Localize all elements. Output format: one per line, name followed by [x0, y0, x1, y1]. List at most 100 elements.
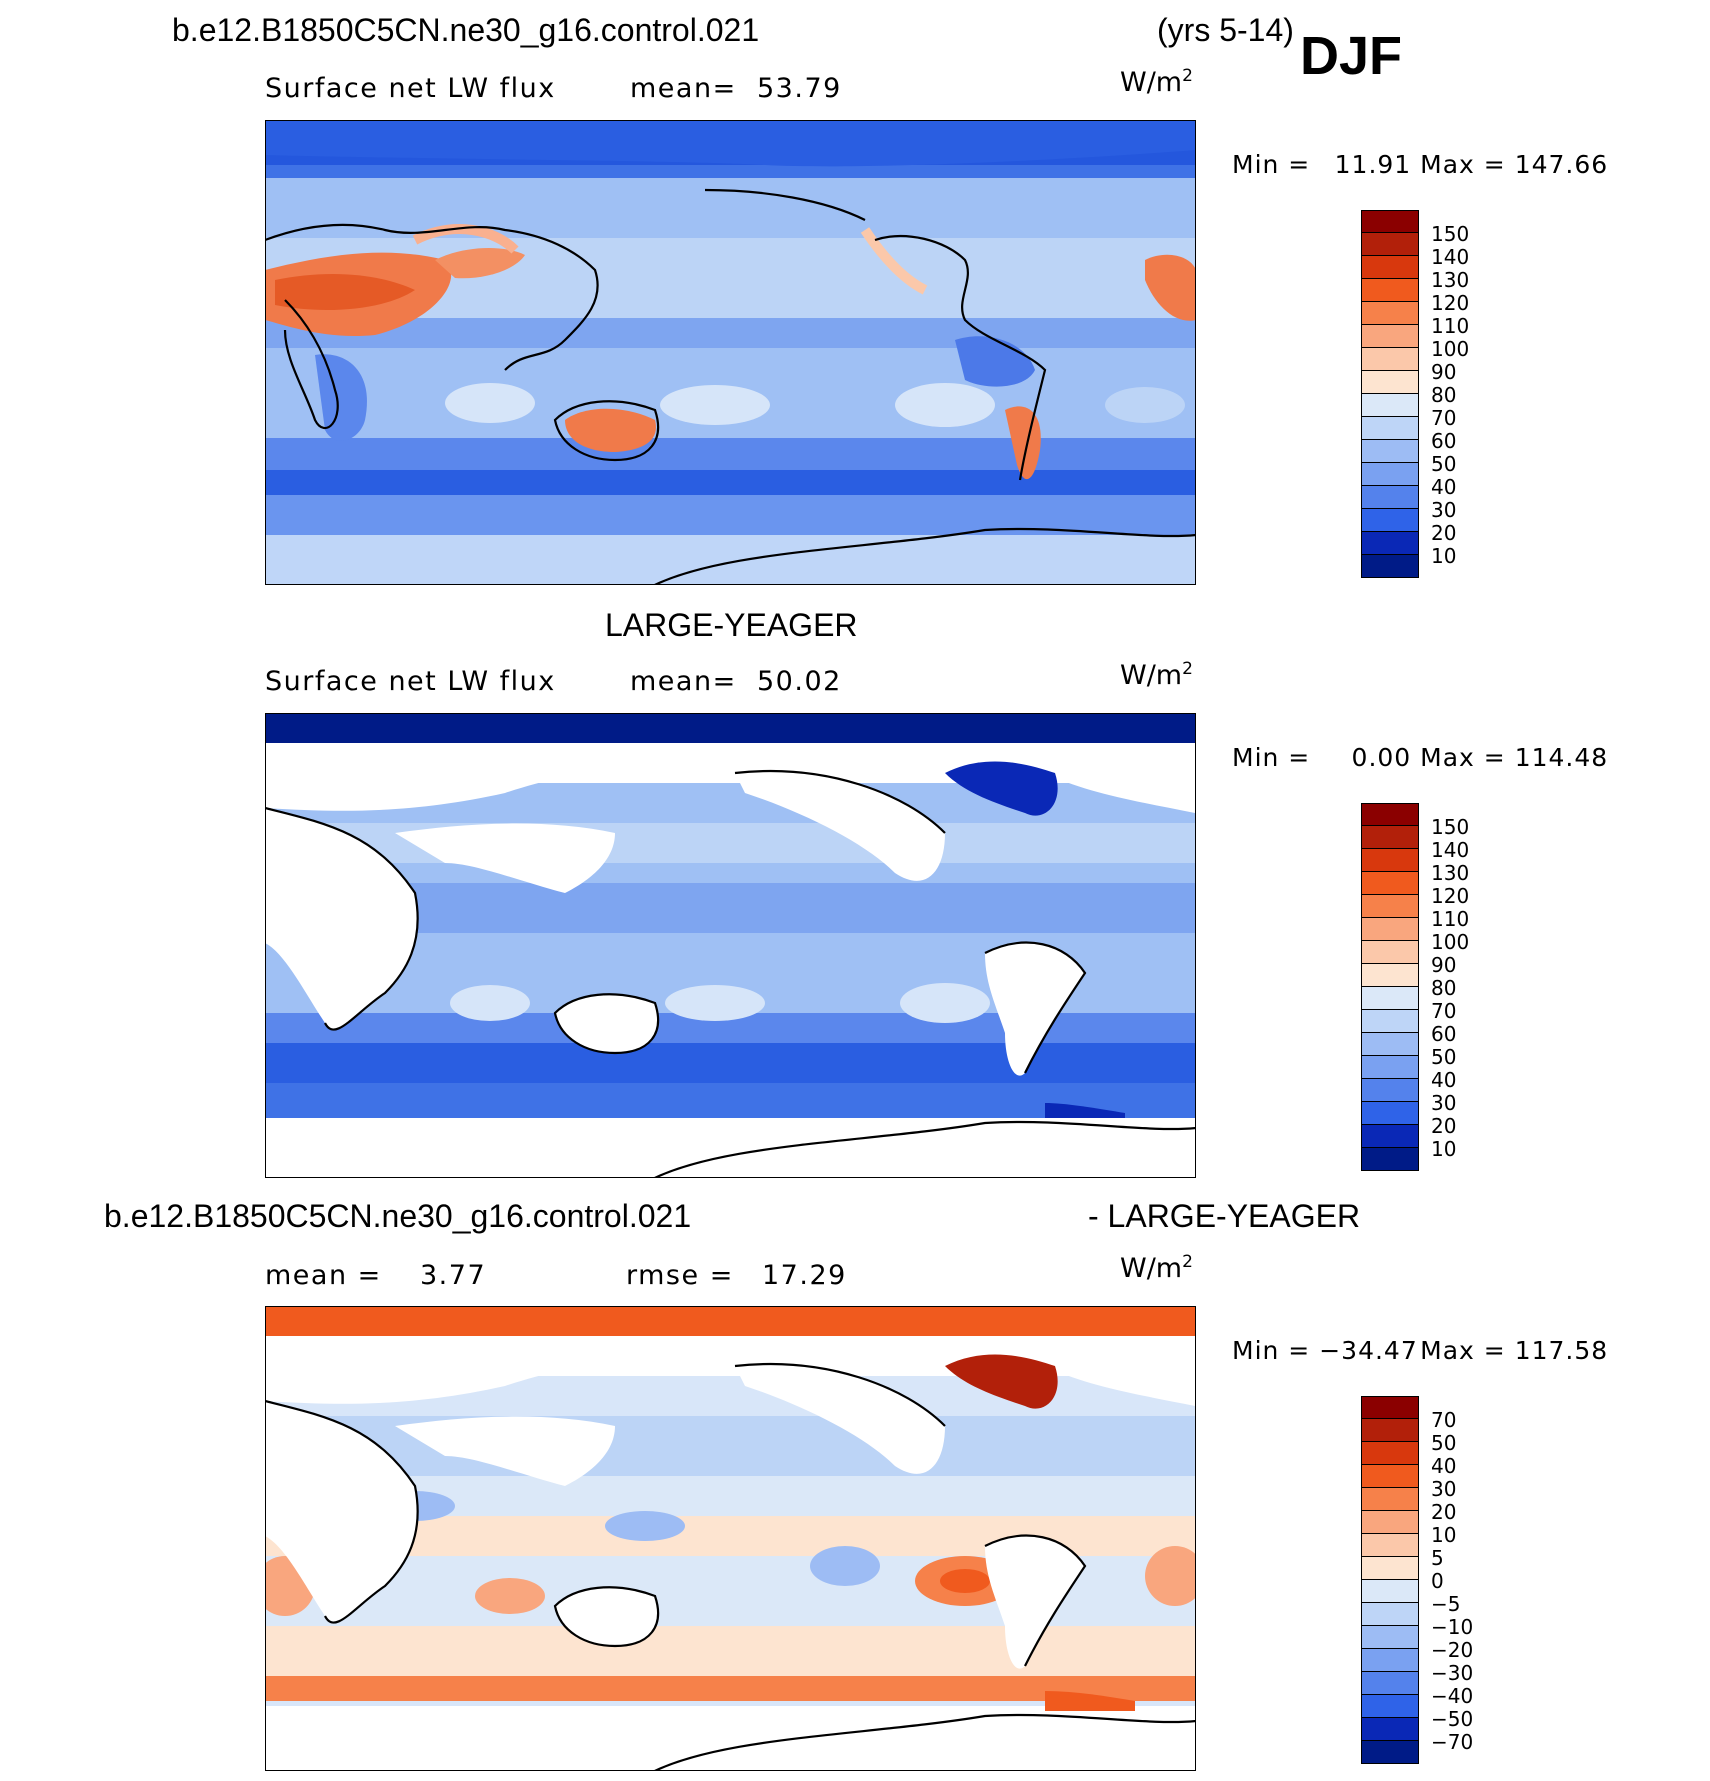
case-name-title: b.e12.B1850C5CN.ne30_g16.control.021 [172, 12, 760, 48]
panel2-swatch [1362, 1148, 1418, 1170]
panel1-cb-label: 50 [1431, 452, 1457, 476]
panel3-swatch [1362, 1465, 1418, 1488]
panel3-units: W/m2 [1120, 1252, 1193, 1284]
panel1-swatch [1362, 555, 1418, 577]
panel3-rmse-value: 17.29 [762, 1260, 847, 1291]
panel3-cb-label: 70 [1431, 1408, 1457, 1432]
panel2-cb-label: 140 [1431, 838, 1470, 862]
panel3-swatch [1362, 1488, 1418, 1511]
panel2-swatch [1362, 1125, 1418, 1148]
panel1-mean-label: mean= [630, 73, 737, 104]
panel3-cb-label: 0 [1431, 1569, 1444, 1593]
panel2-swatch [1362, 849, 1418, 872]
panel2-cb-label: 70 [1431, 999, 1457, 1023]
panel3-mean-value: 3.77 [420, 1260, 487, 1291]
season-label: DJF [1300, 26, 1403, 86]
panel3-title-left: b.e12.B1850C5CN.ne30_g16.control.021 [104, 1198, 692, 1234]
panel2-max-label: Max = [1420, 743, 1506, 772]
panel1-swatch [1362, 279, 1418, 302]
panel3-min-label: Min = [1232, 1336, 1311, 1365]
panel2-mean-label: mean= [630, 666, 737, 697]
panel2-cb-label: 30 [1431, 1091, 1457, 1115]
panel2-swatch [1362, 1102, 1418, 1125]
panel3-cb-label: 20 [1431, 1500, 1457, 1524]
panel1-swatch [1362, 211, 1418, 233]
panel1-swatch [1362, 440, 1418, 463]
panel2-swatch [1362, 1079, 1418, 1102]
panel2-swatch [1362, 918, 1418, 941]
panel3-rmse-label: rmse = [626, 1260, 734, 1291]
panel2-swatch [1362, 964, 1418, 987]
panel3-swatch [1362, 1534, 1418, 1557]
panel3-map [265, 1306, 1196, 1771]
panel2-min-label: Min = [1232, 743, 1311, 772]
panel3-swatch [1362, 1603, 1418, 1626]
panel2-cb-label: 10 [1431, 1137, 1457, 1161]
panel3-cb-label: −20 [1431, 1638, 1474, 1662]
panel2-swatch [1362, 1056, 1418, 1079]
panel2-cb-label: 150 [1431, 815, 1470, 839]
panel3-cb-label: 30 [1431, 1477, 1457, 1501]
panel1-swatch [1362, 486, 1418, 509]
panel3-cb-label: 10 [1431, 1523, 1457, 1547]
panel1-minmax: Min = 11.91 Max = 147.66 [1232, 150, 1608, 179]
panel1-cb-label: 110 [1431, 314, 1470, 338]
panel2-minmax: Min = 0.00 Max = 114.48 [1232, 743, 1608, 772]
panel1-swatch [1362, 233, 1418, 256]
panel3-title-right: - LARGE-YEAGER [1088, 1198, 1361, 1234]
panel3-swatch [1362, 1718, 1418, 1741]
panel1-units: W/m2 [1120, 66, 1193, 98]
panel1-swatch [1362, 371, 1418, 394]
panel1-mean-value: 53.79 [757, 73, 842, 104]
panel3-swatch [1362, 1649, 1418, 1672]
panel3-cb-label: 40 [1431, 1454, 1457, 1478]
panel1-cb-label: 90 [1431, 360, 1457, 384]
panel1-cb-label: 70 [1431, 406, 1457, 430]
panel3-swatch [1362, 1695, 1418, 1718]
panel2-title: LARGE-YEAGER [605, 607, 858, 643]
panel3-swatch [1362, 1511, 1418, 1534]
panel1-cb-label: 30 [1431, 498, 1457, 522]
panel3-swatch [1362, 1419, 1418, 1442]
panel2-colorbar [1361, 803, 1419, 1171]
panel3-swatch [1362, 1672, 1418, 1695]
panel3-cb-label: 5 [1431, 1546, 1444, 1570]
panel3-cb-label: 50 [1431, 1431, 1457, 1455]
panel1-cb-label: 20 [1431, 521, 1457, 545]
panel1-map [265, 120, 1196, 585]
panel3-swatch [1362, 1397, 1418, 1419]
panel2-swatch [1362, 804, 1418, 826]
panel1-swatch [1362, 325, 1418, 348]
panel1-cb-label: 40 [1431, 475, 1457, 499]
panel2-cb-label: 60 [1431, 1022, 1457, 1046]
panel1-swatch [1362, 302, 1418, 325]
panel1-cb-label: 140 [1431, 245, 1470, 269]
panel3-cb-label: −30 [1431, 1661, 1474, 1685]
panel3-cb-label: −10 [1431, 1615, 1474, 1639]
panel3-max-label: Max = [1420, 1336, 1506, 1365]
panel2-variable: Surface net LW flux [265, 666, 556, 697]
panel1-cb-label: 100 [1431, 337, 1470, 361]
panel2-swatch [1362, 1010, 1418, 1033]
panel1-cb-label: 130 [1431, 268, 1470, 292]
panel2-units: W/m2 [1120, 659, 1193, 691]
panel3-swatch [1362, 1626, 1418, 1649]
panel1-cb-label: 80 [1431, 383, 1457, 407]
panel3-swatch [1362, 1442, 1418, 1465]
panel2-cb-label: 130 [1431, 861, 1470, 885]
panel2-swatch [1362, 1033, 1418, 1056]
panel1-swatch [1362, 256, 1418, 279]
panel3-cb-label: −70 [1431, 1730, 1474, 1754]
panel2-cb-label: 80 [1431, 976, 1457, 1000]
panel2-swatch [1362, 826, 1418, 849]
panel3-swatch [1362, 1557, 1418, 1580]
panel2-cb-label: 50 [1431, 1045, 1457, 1069]
panel1-max-value: 147.66 [1514, 150, 1609, 179]
panel3-min-value: −34.47 [1319, 1336, 1418, 1365]
years-label: (yrs 5-14) [1157, 12, 1294, 48]
panel3-cb-label: −50 [1431, 1707, 1474, 1731]
panel3-max-value: 117.58 [1514, 1336, 1609, 1365]
panel1-swatch [1362, 532, 1418, 555]
panel2-map [265, 713, 1196, 1178]
panel2-cb-label: 40 [1431, 1068, 1457, 1092]
